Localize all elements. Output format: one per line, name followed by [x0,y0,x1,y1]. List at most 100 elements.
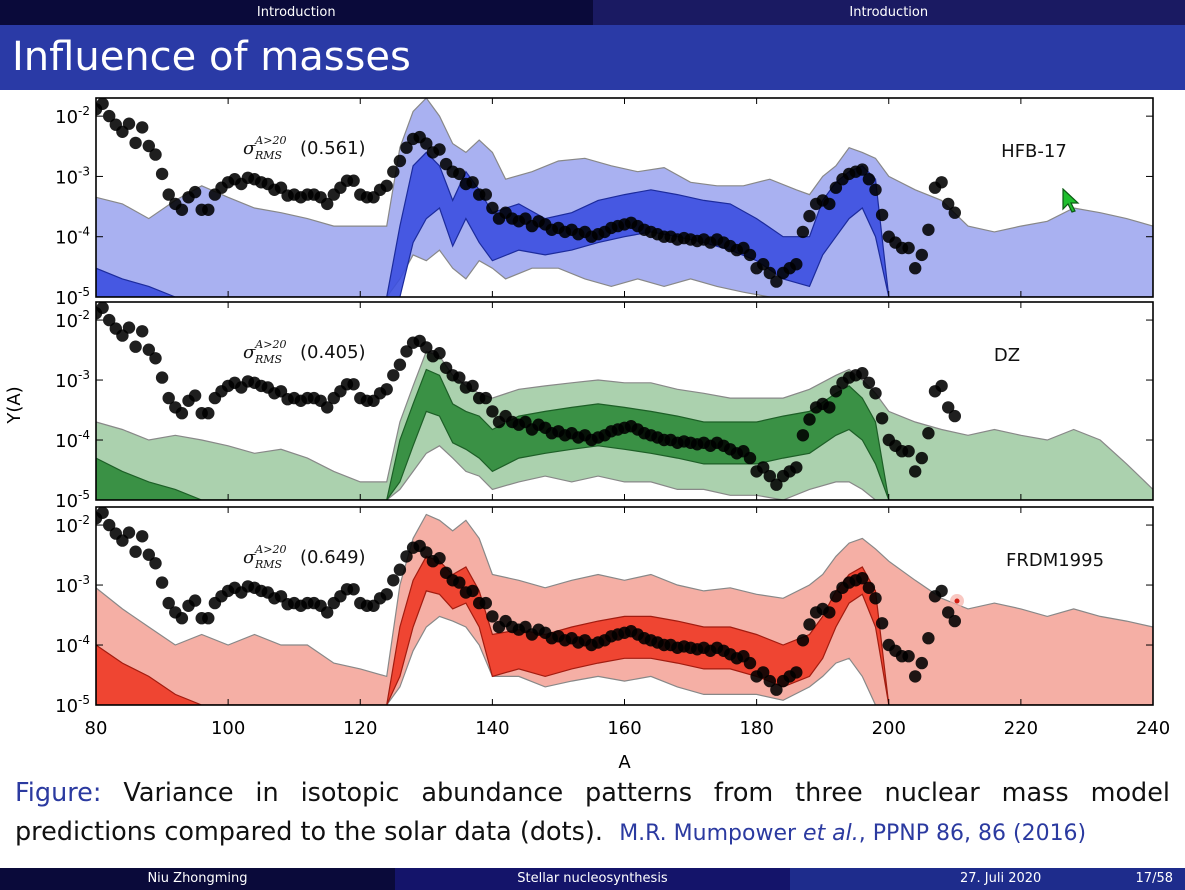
solar-dot [909,465,922,478]
solar-dot [803,618,816,631]
solar-dot [479,596,492,610]
sigma-value: (0.649) [300,547,366,568]
y-tick-label: 10-2 [55,308,90,332]
solar-dot [321,606,334,619]
x-axis-title: A [618,752,631,770]
figure-caption: Figure: Variance in isotopic abundance p… [15,774,1170,853]
nav-section-right[interactable]: Introduction [592,0,1185,25]
solar-dot [149,557,162,570]
solar-dot [188,185,202,199]
ref-rest: , PPNP 86, 86 (2016) [858,821,1087,846]
solar-dot [393,358,407,371]
solar-dot [103,109,116,123]
solar-dot [142,139,155,153]
solar-dot [862,581,876,594]
solar-dot [142,548,155,561]
y-tick-label: 10-4 [55,428,90,452]
solar-dot [935,176,948,189]
solar-dot [162,391,175,405]
solar-dot [875,208,889,222]
plot-area [96,507,1153,705]
plot-area [96,302,1153,500]
solar-dot [400,141,413,154]
solar-dot [202,407,215,420]
solar-dot [869,592,882,605]
x-tick-label: 220 [1004,718,1038,739]
solar-dot [915,656,928,670]
top-navigation: Introduction Introduction [0,0,1185,25]
sigma-rms-label: σA>20 RMS [243,338,286,366]
mouse-cursor-icon [1062,188,1080,213]
solar-dot [453,167,466,181]
solar-dot [96,98,109,110]
solar-dot [902,650,915,663]
solar-dot [347,583,360,596]
y-axis-title: Y(A) [4,386,25,424]
solar-dot [922,223,935,236]
panel-hfb-17: 10-2 10-3 10-4 10-5 σA>20 RMS (0.561) HFB-17 [55,97,1154,309]
solar-dot [915,451,928,465]
solar-dot [122,321,136,334]
solar-dot [136,325,149,338]
sigma-rms-label: σA>20 RMS [243,134,286,162]
solar-dot [856,163,869,176]
x-tick-label: 160 [607,718,641,739]
solar-dot [796,429,810,442]
solar-dot [790,258,803,271]
solar-dot [743,451,757,465]
solar-dot [823,197,836,211]
y-tick-label: 10-2 [55,104,90,128]
solar-dot [486,405,499,418]
solar-dot [380,179,393,192]
solar-dot [935,379,948,393]
solar-dot [433,552,446,565]
caption-text-line1: Variance in isotopic abundance patterns … [123,778,1170,808]
solar-dot [433,143,446,156]
solar-dot [803,209,816,223]
solar-dot [948,614,961,628]
solar-dot [136,121,149,134]
solar-dot [129,545,142,558]
solar-dot [387,574,400,587]
solar-dot [202,612,215,625]
solar-dot [829,181,843,194]
plot-area [96,98,1153,297]
caption-text-line2: predictions compared to the solar data (… [15,817,603,847]
solar-dot [175,407,189,420]
solar-dot [175,203,189,216]
solar-dot [763,674,776,688]
x-tick-label: 100 [211,718,245,739]
ref-etal: et al. [803,821,859,846]
solar-dot [149,148,162,161]
sigma-value: (0.561) [300,138,366,159]
abundance-chart: 10-210-310-410-5σA>20 RMS (0.561) HFB-1710-… [4,97,1170,770]
solar-dot [942,197,955,211]
solar-dot [103,518,116,532]
x-tick-label: 80 [85,718,108,739]
solar-dot [763,266,776,280]
solar-dot [175,612,189,625]
solar-dot [922,632,935,645]
solar-dot [948,206,961,219]
solar-dot [420,341,433,354]
solar-dot [942,401,955,414]
y-tick-label: 10-4 [55,225,90,249]
solar-dot [770,478,783,491]
solar-dot [915,248,928,262]
pointer-highlight [950,594,964,608]
solar-dot [96,302,109,314]
solar-dot [453,371,466,384]
solar-dot [909,670,922,683]
solar-dot [790,461,803,474]
solar-dot [393,563,407,576]
caption-label: Figure: [15,778,102,808]
sigma-value: (0.405) [300,342,366,363]
solar-dot [479,188,492,201]
y-tick-label: 10-3 [55,573,90,597]
solar-dot [347,174,360,187]
x-tick-label: 200 [872,718,906,739]
footer-date: 27. Juli 2020 [960,871,1042,886]
slide-title: Influence of masses [0,25,1185,90]
model-name-label: DZ [994,345,1020,366]
nav-section-left[interactable]: Introduction [0,0,593,25]
